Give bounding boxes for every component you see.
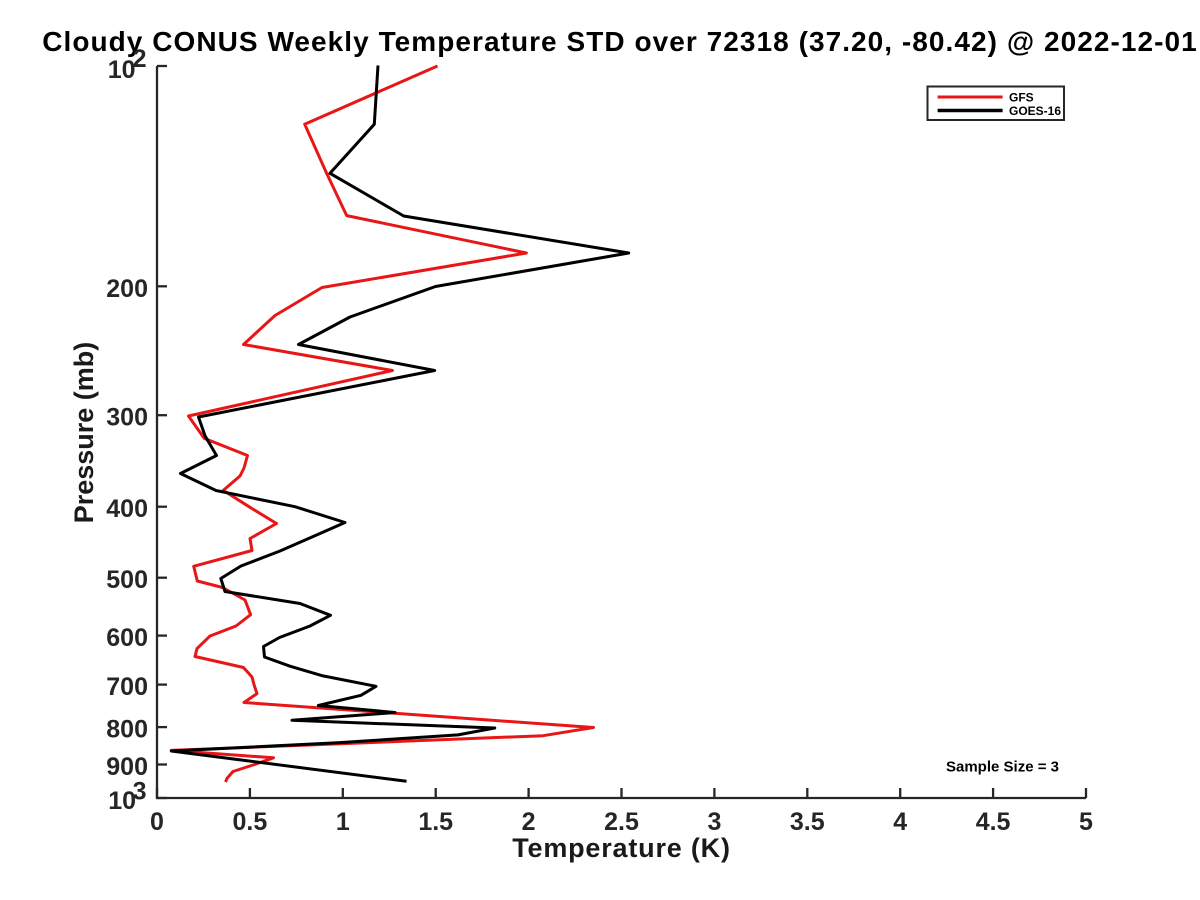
svg-text:1: 1 — [336, 808, 350, 836]
svg-text:GFS: GFS — [1009, 91, 1034, 105]
svg-text:1.5: 1.5 — [418, 808, 453, 836]
svg-text:GOES-16: GOES-16 — [1009, 104, 1061, 118]
svg-text:3: 3 — [133, 778, 147, 806]
svg-text:Cloudy CONUS Weekly Temperatur: Cloudy CONUS Weekly Temperature STD over… — [42, 26, 1198, 57]
svg-text:4.5: 4.5 — [976, 808, 1011, 836]
svg-text:Sample Size = 3: Sample Size = 3 — [946, 759, 1059, 776]
svg-text:700: 700 — [106, 673, 148, 701]
svg-text:500: 500 — [106, 566, 148, 594]
svg-text:900: 900 — [106, 753, 148, 781]
svg-text:Temperature (K): Temperature (K) — [512, 833, 731, 863]
svg-text:4: 4 — [893, 808, 907, 836]
svg-text:2: 2 — [522, 808, 536, 836]
svg-text:0.5: 0.5 — [233, 808, 268, 836]
svg-text:10: 10 — [108, 56, 136, 84]
svg-text:2: 2 — [133, 45, 147, 73]
svg-text:10: 10 — [108, 787, 136, 815]
svg-text:3: 3 — [707, 808, 721, 836]
svg-text:2.5: 2.5 — [604, 808, 639, 836]
svg-text:400: 400 — [106, 495, 148, 523]
svg-text:3.5: 3.5 — [790, 808, 825, 836]
svg-text:800: 800 — [106, 716, 148, 744]
svg-text:5: 5 — [1079, 808, 1093, 836]
svg-text:300: 300 — [106, 404, 148, 432]
svg-text:200: 200 — [106, 275, 148, 303]
svg-text:Pressure (mb): Pressure (mb) — [69, 342, 99, 524]
svg-text:600: 600 — [106, 624, 148, 652]
svg-text:0: 0 — [150, 808, 164, 836]
